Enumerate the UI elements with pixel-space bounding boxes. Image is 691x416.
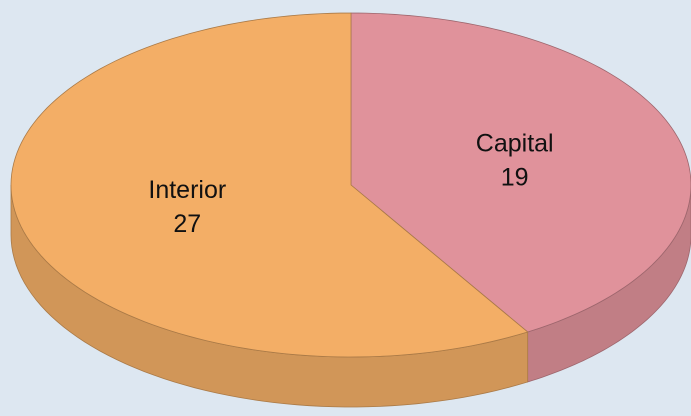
slice-label: Capital [476,129,554,157]
pie-slice [10,12,529,358]
pie-slice [350,12,691,333]
slice-value: 27 [173,210,201,238]
slice-value: 19 [501,163,529,191]
slice-label: Interior [148,176,226,204]
